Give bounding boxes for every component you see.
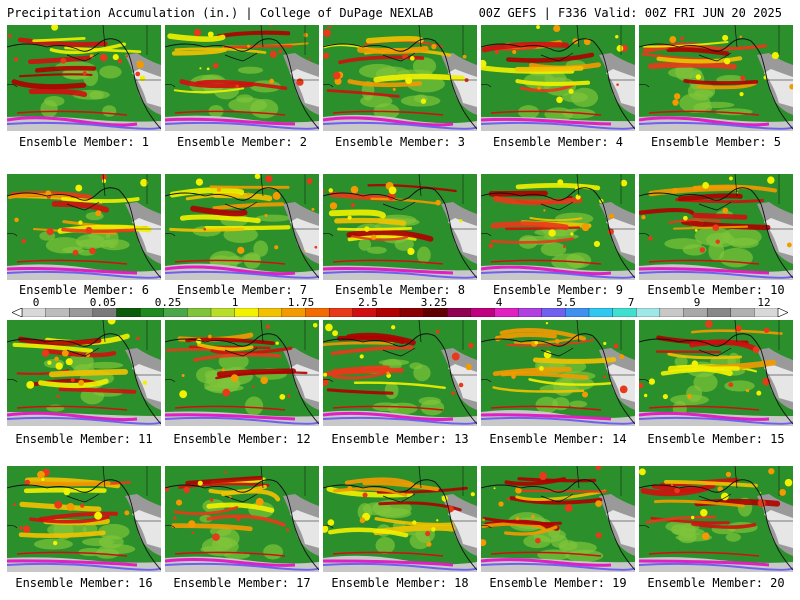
colorbar-cell — [565, 308, 590, 317]
colorbar-tick-label: 3.25 — [420, 296, 448, 309]
ensemble-member-label: Ensemble Member: 10 — [647, 283, 785, 297]
ensemble-member-label: Ensemble Member: 1 — [18, 135, 150, 149]
colorbar-tick-label: 0.05 — [89, 296, 117, 309]
ensemble-member-label: Ensemble Member: 18 — [331, 576, 469, 590]
colorbar-cell — [399, 308, 425, 317]
colorbar-tick-label: 0 — [32, 296, 40, 309]
colorbar-cell — [517, 308, 543, 317]
colorbar-tick-label: 1 — [231, 296, 239, 309]
colorbar-tick-label: 0.25 — [154, 296, 182, 309]
colorbar-cell — [683, 308, 708, 317]
ensemble-member-label: Ensemble Member: 2 — [176, 135, 308, 149]
ensemble-map-panel — [639, 320, 793, 426]
run-info: 00Z GEFS | F336 Valid: 00Z FRI JUN 20 20… — [478, 6, 782, 20]
colorbar-tick-label: 2.5 — [358, 296, 378, 309]
colorbar-cell — [116, 308, 141, 317]
colorbar-cell — [328, 308, 354, 317]
colorbar-tick-label: 9 — [693, 296, 701, 309]
ensemble-member-label: Ensemble Member: 7 — [176, 283, 308, 297]
ensemble-map-panel — [481, 466, 635, 572]
ensemble-member-label: Ensemble Member: 17 — [173, 576, 311, 590]
ensemble-map-panel — [323, 466, 477, 572]
ensemble-member-label: Ensemble Member: 20 — [647, 576, 785, 590]
colorbar-cell — [92, 308, 117, 317]
ensemble-map-panel — [639, 174, 793, 280]
ensemble-member-label: Ensemble Member: 14 — [489, 432, 627, 446]
colorbar-cell — [706, 308, 732, 317]
colorbar-cell — [541, 308, 566, 317]
colorbar-cell — [21, 308, 47, 317]
colorbar-tick-label: 5.5 — [556, 296, 576, 309]
ensemble-map-panel — [323, 174, 477, 280]
colorbar-cell — [376, 308, 401, 317]
colorbar-cell — [305, 308, 330, 317]
ensemble-map-panel — [639, 25, 793, 131]
ensemble-member-label: Ensemble Member: 4 — [492, 135, 624, 149]
ensemble-member-label: Ensemble Member: 16 — [15, 576, 153, 590]
ensemble-member-label: Ensemble Member: 11 — [15, 432, 153, 446]
colorbar-cell — [636, 308, 661, 317]
ensemble-map-panel — [7, 320, 161, 426]
ensemble-map-panel — [165, 320, 319, 426]
colorbar-cell — [588, 308, 614, 317]
colorbar-cell — [45, 308, 70, 317]
ensemble-map-panel — [481, 25, 635, 131]
map-title: Precipitation Accumulation (in.) | Colle… — [7, 6, 434, 20]
ensemble-member-label: Ensemble Member: 13 — [331, 432, 469, 446]
colorbar-tick-label: 12 — [757, 296, 771, 309]
colorbar-cell — [659, 308, 684, 317]
ensemble-member-label: Ensemble Member: 8 — [334, 283, 466, 297]
colorbar-cell — [730, 308, 755, 317]
ensemble-member-label: Ensemble Member: 9 — [492, 283, 624, 297]
ensemble-member-label: Ensemble Member: 3 — [334, 135, 466, 149]
colorbar-cell — [494, 308, 519, 317]
ensemble-map-panel — [7, 25, 161, 131]
colorbar-cell — [69, 308, 94, 317]
colorbar-tick-label: 4 — [495, 296, 503, 309]
colorbar-tick-label: 7 — [627, 296, 635, 309]
ensemble-member-label: Ensemble Member: 5 — [650, 135, 782, 149]
ensemble-member-label: Ensemble Member: 12 — [173, 432, 311, 446]
colorbar-cell — [258, 308, 283, 317]
precipitation-colorbar — [12, 308, 788, 317]
ensemble-map-panel — [165, 466, 319, 572]
colorbar-cell — [447, 308, 472, 317]
colorbar-cell — [612, 308, 637, 317]
ensemble-map-panel — [165, 25, 319, 131]
ensemble-member-label: Ensemble Member: 19 — [489, 576, 627, 590]
colorbar-cell — [470, 308, 495, 317]
colorbar-cell — [423, 308, 448, 317]
ensemble-map-panel — [165, 174, 319, 280]
ensemble-map-panel — [323, 320, 477, 426]
colorbar-cell — [352, 308, 377, 317]
colorbar-cell — [281, 308, 306, 317]
ensemble-map-panel — [323, 25, 477, 131]
colorbar-cell — [139, 308, 165, 317]
ensemble-member-label: Ensemble Member: 6 — [18, 283, 150, 297]
colorbar-cell — [163, 308, 188, 317]
colorbar-tick-label: 1.75 — [287, 296, 315, 309]
ensemble-map-panel — [7, 174, 161, 280]
colorbar-cell — [210, 308, 236, 317]
colorbar-cell — [187, 308, 212, 317]
colorbar-cell — [234, 308, 259, 317]
ensemble-map-panel — [481, 320, 635, 426]
colorbar-cell — [754, 308, 779, 317]
ensemble-map-panel — [7, 466, 161, 572]
ensemble-map-panel — [639, 466, 793, 572]
ensemble-map-panel — [481, 174, 635, 280]
ensemble-member-label: Ensemble Member: 15 — [647, 432, 785, 446]
